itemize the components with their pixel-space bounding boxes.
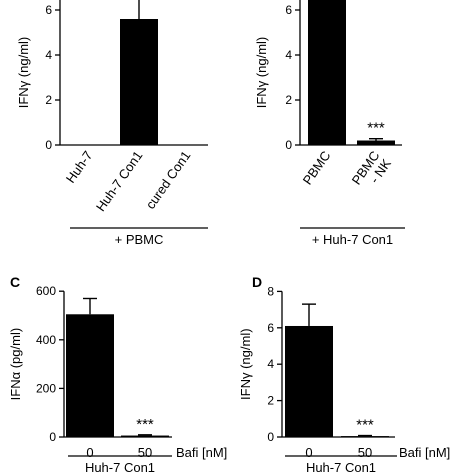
y-tick-label: 200 bbox=[36, 381, 56, 395]
y-tick-label: 2 bbox=[285, 93, 292, 107]
y-axis-label: IFNγ (ng/ml) bbox=[238, 328, 253, 400]
category-label-0: 0 bbox=[86, 445, 93, 460]
y-tick-label: 2 bbox=[267, 394, 274, 408]
significance-mark-1: *** bbox=[367, 120, 385, 137]
bar-0 bbox=[285, 325, 333, 437]
bar-1 bbox=[120, 19, 158, 145]
y-tick-label: 6 bbox=[45, 3, 52, 17]
category-label-1: 50 bbox=[358, 445, 372, 460]
category-label-0: 0 bbox=[305, 445, 312, 460]
bar-1 bbox=[341, 436, 389, 437]
y-tick-label: 6 bbox=[267, 321, 274, 335]
y-tick-label: 0 bbox=[49, 430, 56, 444]
significance-mark-1: *** bbox=[356, 417, 374, 434]
y-tick-label: 0 bbox=[45, 138, 52, 152]
significance-mark-1: *** bbox=[136, 416, 154, 433]
bar-0 bbox=[308, 0, 346, 145]
y-axis-label: IFNγ (ng/ml) bbox=[16, 37, 31, 109]
y-tick-label: 4 bbox=[45, 48, 52, 62]
group-label: + Huh-7 Con1 bbox=[312, 232, 393, 247]
y-tick-label: 0 bbox=[285, 138, 292, 152]
panel-letter-D: D bbox=[252, 274, 262, 290]
y-tick-label: 0 bbox=[267, 430, 274, 444]
panel-letter-C: C bbox=[10, 274, 20, 290]
y-tick-label: 4 bbox=[267, 357, 274, 371]
y-tick-label: 600 bbox=[36, 284, 56, 298]
category-label-1: 50 bbox=[138, 445, 152, 460]
category-label-0: Huh-7 bbox=[63, 148, 96, 186]
y-axis-label: IFNγ (ng/ml) bbox=[254, 37, 269, 109]
category-label-1: Huh-7 Con1 bbox=[93, 148, 146, 214]
bar-1 bbox=[357, 140, 395, 145]
y-tick-label: 6 bbox=[285, 3, 292, 17]
group-label: Huh-7 Con1 bbox=[306, 460, 376, 474]
y-tick-label: 400 bbox=[36, 333, 56, 347]
x-unit-label: Bafi [nM] bbox=[399, 445, 450, 460]
y-axis-label: IFNα (pg/ml) bbox=[8, 328, 23, 401]
group-label: Huh-7 Con1 bbox=[85, 460, 155, 474]
category-label-2: cured Con1 bbox=[143, 148, 194, 212]
bar-1 bbox=[121, 435, 169, 437]
y-tick-label: 4 bbox=[285, 48, 292, 62]
category-label-1: PBMC- NK bbox=[349, 148, 394, 196]
y-tick-label: 2 bbox=[45, 93, 52, 107]
category-label-0: PBMC bbox=[300, 148, 334, 187]
bar-0 bbox=[66, 314, 114, 437]
group-label: + PBMC bbox=[115, 232, 164, 247]
x-unit-label: Bafi [nM] bbox=[176, 445, 227, 460]
y-tick-label: 8 bbox=[267, 284, 274, 298]
